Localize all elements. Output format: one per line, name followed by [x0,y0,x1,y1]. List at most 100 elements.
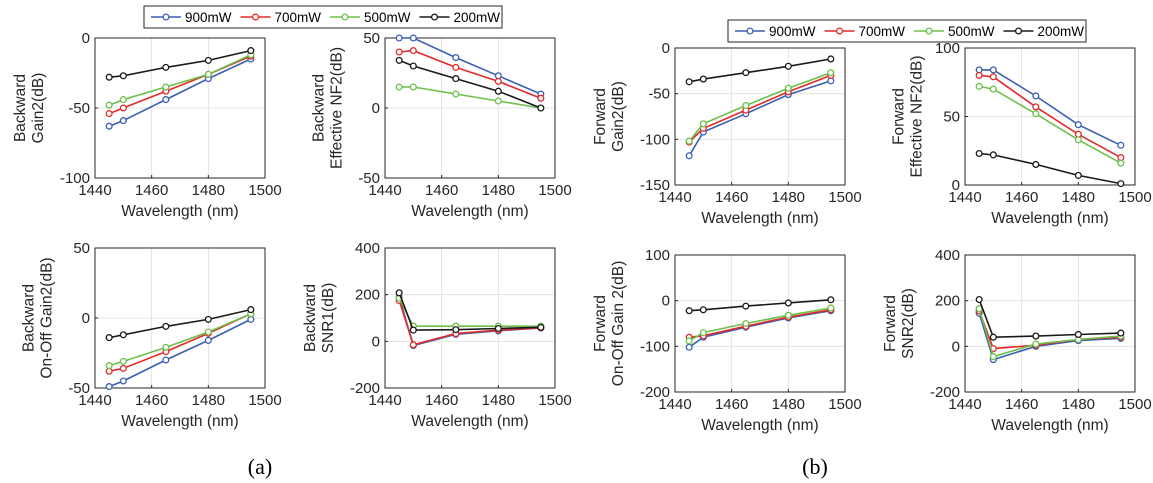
x-tick-label: 1480 [192,392,225,409]
y-tick-label: 400 [355,240,380,257]
x-tick-label: 1500 [538,182,571,199]
legend-marker-200mw [430,13,439,21]
data-point-900mw [105,383,113,391]
x-axis-label: Wavelength (nm) [991,417,1108,434]
y-axis-label-line: Gain2(dB) [610,81,627,152]
x-tick-label: 1480 [192,182,225,199]
y-axis-label-line: Effective NF2(dB) [329,47,346,169]
y-tick-label: -200 [350,380,380,397]
data-point-500mw [685,337,693,345]
data-point-200mw [742,302,750,310]
legend-marker-500mw [925,27,933,35]
data-point-200mw [1117,329,1125,337]
y-axis-label-line: Forward [882,295,899,352]
legend-marker-500mw [341,13,349,21]
data-point-900mw [247,315,255,323]
data-point-500mw [784,84,792,92]
data-point-200mw [989,333,997,341]
chart-4: 1440 1460 1480 1500 -200 0 200 400 Wavelength (n… [302,240,572,430]
y-axis-label: BackwardGain2(dB) [12,73,47,144]
y-axis-label: BackwardOn-Off Gain2(dB) [21,257,56,378]
y-tick-label: 0 [952,177,960,194]
data-point-900mw [1117,141,1125,149]
data-point-900mw [395,34,403,42]
y-axis-label-line: SNR2(dB) [900,288,917,359]
data-point-900mw [119,377,127,385]
x-tick-label: 1480 [482,392,515,409]
data-point-700mw [452,63,460,71]
data-point-500mw [742,319,750,328]
data-point-700mw [989,73,997,81]
y-axis-label-line: Forward [592,295,609,352]
data-point-900mw [685,152,693,160]
data-point-200mw [1074,330,1082,339]
y-tick-label: 200 [935,293,960,310]
data-point-200mw [537,104,545,112]
x-tick-label: 1480 [482,182,515,199]
y-tick-label: 400 [935,247,960,264]
legend-label-200mw: 200mW [1038,24,1085,39]
data-point-200mw [409,326,417,334]
y-tick-label: 200 [355,287,380,304]
chart-8: 1440 1460 1480 1500 -200 0 200 400 Wavelength (n… [882,247,1152,434]
panel-label-b: (b) [802,454,828,479]
data-point-200mw [247,47,255,55]
data-point-500mw [494,97,502,105]
y-axis-label-line: Gain2(dB) [30,73,47,144]
data-point-500mw [989,353,997,361]
x-tick-label: 1460 [1005,189,1038,206]
chart-2: 1440 1460 1480 1500 -50 0 50 Wavelength (nm) Bac… [311,30,572,220]
data-point-200mw [975,149,983,158]
y-tick-label: 0 [662,293,670,310]
data-point-200mw [989,151,997,159]
data-point-200mw [162,63,170,71]
data-point-200mw [409,62,417,70]
data-point-200mw [699,306,707,314]
y-axis-label: ForwardGain2(dB) [592,81,627,152]
x-axis-label: Wavelength (nm) [121,413,238,430]
data-point-500mw [685,137,693,145]
data-point-500mw [119,357,127,365]
x-tick-label: 1440 [368,392,401,409]
x-tick-label: 1460 [1005,396,1038,413]
y-tick-label: -100 [60,170,90,187]
data-point-200mw [494,87,502,95]
y-axis-label-line: Backward [302,284,319,352]
legend-label-500mw: 500mW [364,10,411,25]
data-point-900mw [162,96,170,104]
data-point-200mw [537,323,545,331]
data-point-200mw [204,56,212,64]
y-tick-label: 0 [372,333,380,350]
y-axis-label-line: Backward [12,74,29,142]
data-point-700mw [119,104,127,112]
legend-label-700mw: 700mW [859,24,906,39]
data-point-500mw [1074,136,1082,144]
legend-box [143,5,503,29]
x-tick-label: 1500 [248,392,281,409]
data-point-200mw [699,75,707,83]
data-point-500mw [409,83,417,91]
chart-3: 1440 1460 1480 1500 -50 0 50 Wavelength (nm) Bac… [21,240,282,430]
x-tick-label: 1500 [1118,189,1151,206]
x-axis-label: Wavelength (nm) [701,417,818,434]
plots-group: 1440 1460 1480 1500 -100 -50 0 Wavelength (nm) B… [12,30,1152,434]
data-point-700mw [494,77,502,85]
data-point-700mw [409,341,417,349]
x-axis-label: Wavelength (nm) [701,210,818,227]
y-axis-label-line: On-Off Gain 2(dB) [610,261,627,386]
data-point-500mw [452,90,460,98]
data-point-200mw [452,326,460,334]
y-tick-label: -200 [930,384,960,401]
data-point-700mw [119,364,127,372]
data-point-500mw [105,101,113,109]
y-tick-label: 50 [363,30,380,47]
axes-frame [674,254,846,393]
y-tick-label: -50 [648,86,670,103]
y-tick-label: -50 [68,380,90,397]
data-point-200mw [827,296,835,304]
data-point-500mw [119,96,127,104]
data-point-500mw [975,82,983,90]
x-tick-label: 1500 [538,392,571,409]
x-tick-label: 1460 [715,396,748,413]
y-axis-label-line: Forward [891,88,908,145]
